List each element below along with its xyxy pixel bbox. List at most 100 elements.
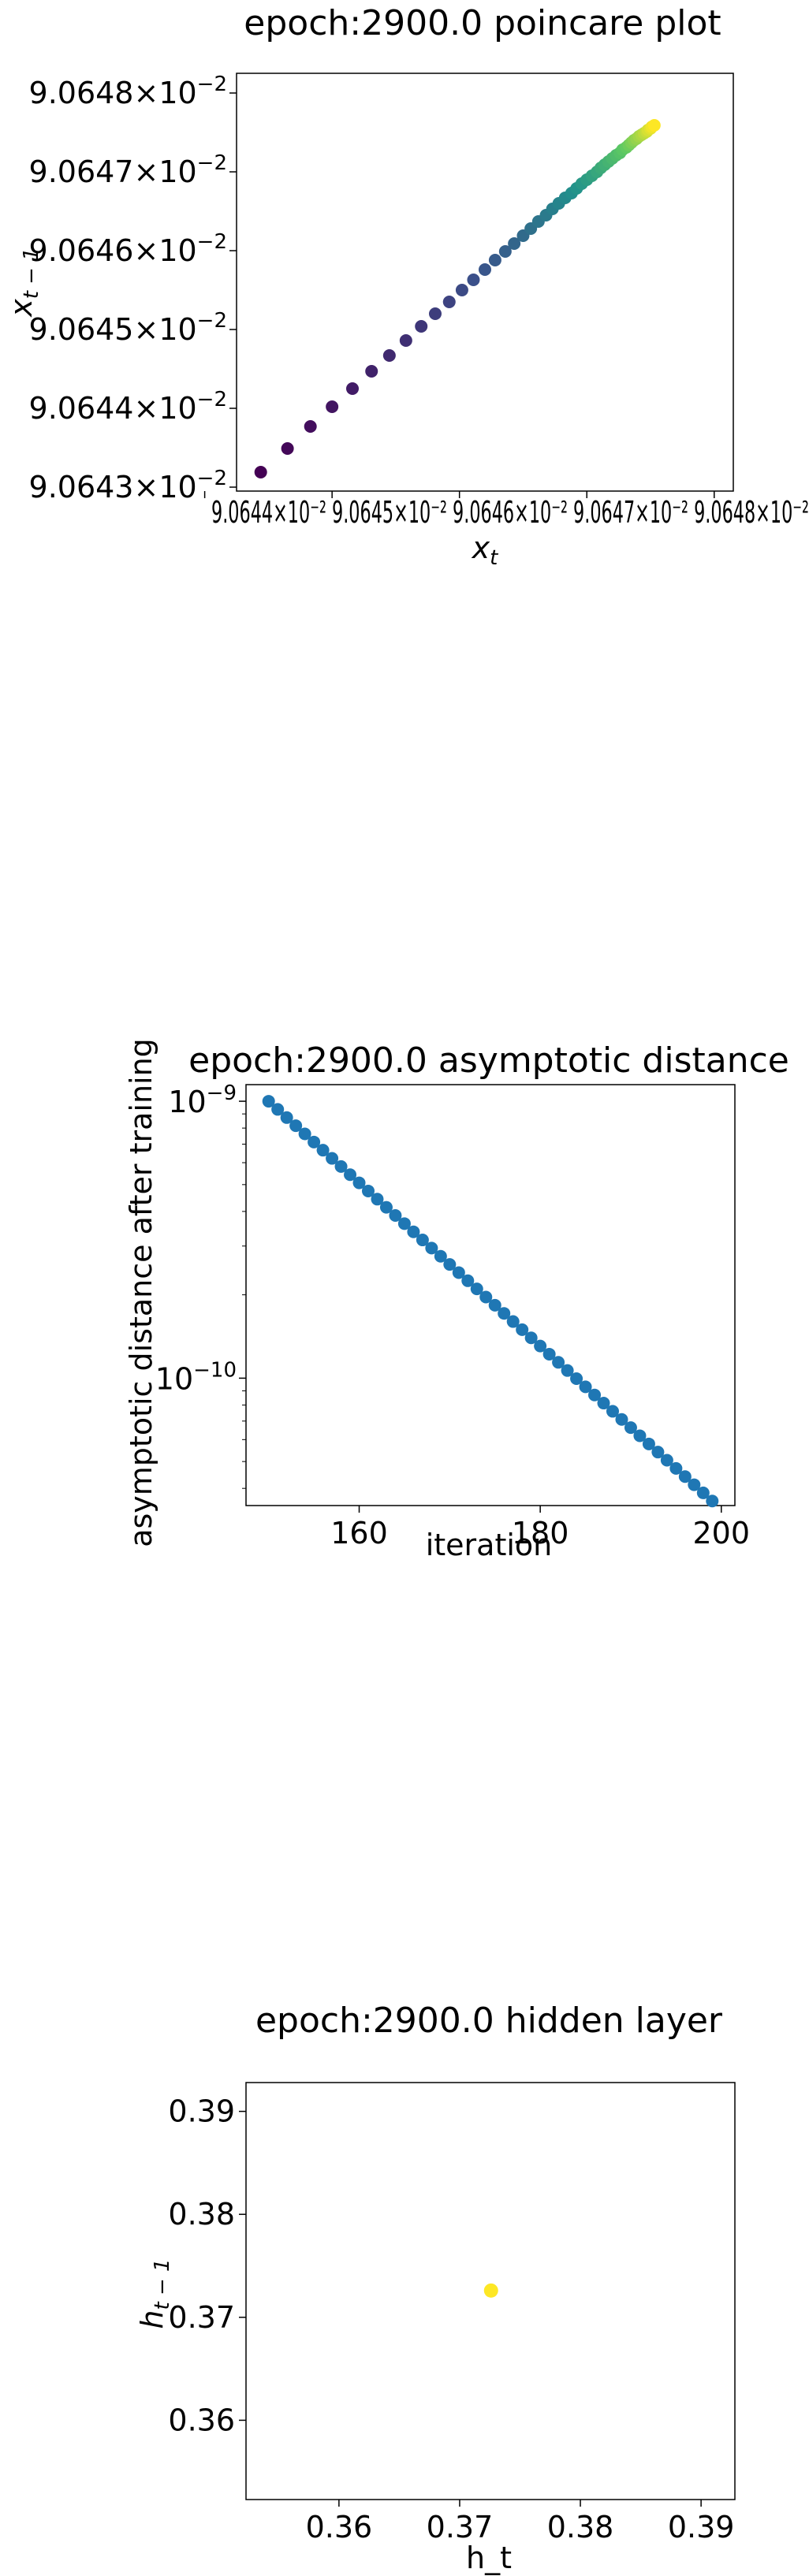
data-point: [597, 1397, 610, 1410]
y-tick-label: 10−10: [155, 1358, 237, 1396]
data-point: [660, 1454, 673, 1467]
x-axis-label: iteration: [426, 1528, 553, 1562]
data-point: [642, 1437, 655, 1450]
data-point: [271, 1103, 285, 1116]
data-point: [425, 1241, 438, 1255]
asymptotic-distance-chart: epoch:2900.0 asymptotic distance 10−1010…: [124, 1038, 789, 1562]
y-axis-label: ht − 1: [135, 2258, 174, 2328]
data-point: [298, 1127, 311, 1141]
x-tick-label: 0.38: [547, 2510, 614, 2544]
y-tick-label: 9.0644×10−2: [29, 388, 227, 426]
y-tick-label: 0.36: [168, 2403, 235, 2437]
y-axis-ticks: 0.36 0.37 0.38 0.39: [168, 2094, 246, 2437]
data-point: [434, 1249, 447, 1263]
data-point: [488, 1298, 501, 1312]
data-point: [316, 1144, 330, 1157]
data-point: [429, 307, 442, 320]
data-point: [262, 1095, 275, 1108]
scatter-points: [483, 2283, 498, 2298]
y-tick-label: 9.0647×10−2: [29, 151, 227, 189]
data-point: [669, 1461, 683, 1475]
data-point: [561, 1364, 574, 1377]
y-axis-ticks: 9.0643×10−2 9.0644×10−2 9.0645×10−2 9.0646×…: [29, 73, 237, 504]
data-point: [516, 1323, 529, 1336]
scatter-points: [254, 119, 661, 478]
data-point: [706, 1495, 719, 1508]
x-axis-label: h_t: [466, 2541, 512, 2575]
data-point: [289, 1119, 303, 1133]
data-point: [508, 237, 521, 250]
chart-title: epoch:2900.0 poincare plot: [244, 3, 721, 43]
y-tick-label: 0.37: [168, 2300, 235, 2335]
y-tick-label: 0.39: [168, 2094, 235, 2129]
data-point: [696, 1486, 710, 1499]
data-point: [326, 1152, 339, 1165]
data-point: [407, 1225, 420, 1238]
x-axis-ticks: [203, 491, 715, 498]
data-point: [506, 1315, 520, 1328]
data-point: [483, 2283, 498, 2298]
x-tick-labels: 9.0644×10⁻² 9.0645×10⁻² 9.0646×10⁻² 9.06…: [211, 495, 809, 530]
data-point: [542, 1347, 556, 1361]
data-point: [442, 296, 456, 308]
data-point: [326, 400, 339, 413]
y-tick-label: 9.0648×10−2: [29, 73, 227, 110]
data-point: [461, 1274, 475, 1287]
y-tick-label: 0.38: [168, 2197, 235, 2232]
data-point: [552, 1356, 565, 1369]
data-point: [633, 1429, 647, 1442]
data-point: [397, 1217, 411, 1230]
data-point: [362, 1184, 375, 1197]
data-point: [488, 254, 501, 266]
data-point: [254, 466, 267, 478]
x-tick-label: 0.36: [306, 2510, 373, 2544]
data-point: [399, 334, 412, 347]
chart-title: epoch:2900.0 asymptotic distance: [188, 1040, 789, 1081]
data-point: [280, 1111, 293, 1124]
poincare-plot-chart: epoch:2900.0 poincare plot 9.0643×10−29.…: [4, 3, 809, 570]
y-tick-label: 9.0645×10−2: [29, 309, 227, 347]
y-axis-ticks: 10−10 10−9: [155, 1081, 246, 1489]
data-point: [479, 263, 491, 276]
data-point: [281, 442, 294, 455]
data-point: [415, 320, 428, 333]
data-point: [416, 1234, 429, 1247]
y-tick-label: 9.0646×10−2: [29, 230, 227, 268]
data-point: [615, 1413, 628, 1426]
data-point: [588, 1388, 602, 1402]
hidden-layer-chart: epoch:2900.0 hidden layer 0.360.370.380.…: [135, 2001, 736, 2575]
data-point: [455, 284, 468, 296]
x-tick-label: 0.39: [668, 2510, 735, 2544]
data-point: [647, 119, 661, 132]
data-point: [304, 420, 317, 433]
y-tick-label: 10−9: [168, 1081, 237, 1119]
data-point: [570, 1372, 583, 1386]
x-tick-label: 180: [512, 1516, 569, 1550]
y-tick-label: 9.0643×10−2: [29, 467, 227, 504]
data-point: [651, 1446, 665, 1459]
data-point: [606, 1405, 619, 1418]
plot-frame: [245, 2082, 736, 2500]
data-point: [334, 1160, 348, 1173]
data-point: [346, 382, 359, 395]
x-axis-label: xt: [472, 530, 499, 570]
data-point: [443, 1258, 457, 1271]
y-axis-label: asymptotic distance after training: [124, 1038, 158, 1547]
data-point: [688, 1478, 701, 1491]
data-point: [579, 1380, 592, 1394]
x-axis-ticks: 0.36 0.37 0.38 0.39: [306, 2500, 735, 2544]
data-point: [365, 365, 378, 378]
data-point: [382, 349, 396, 362]
data-point: [498, 245, 512, 258]
plot-frame: [236, 73, 734, 492]
data-point: [479, 1290, 493, 1304]
data-point: [524, 1331, 538, 1345]
x-tick-label: 160: [330, 1516, 388, 1550]
x-tick-label: 0.37: [427, 2510, 494, 2544]
data-point: [371, 1193, 384, 1206]
data-point: [624, 1421, 637, 1435]
x-axis-ticks: 160 180 200: [330, 1506, 750, 1550]
data-point: [352, 1176, 366, 1189]
data-point: [470, 1282, 483, 1296]
data-point: [389, 1208, 402, 1222]
